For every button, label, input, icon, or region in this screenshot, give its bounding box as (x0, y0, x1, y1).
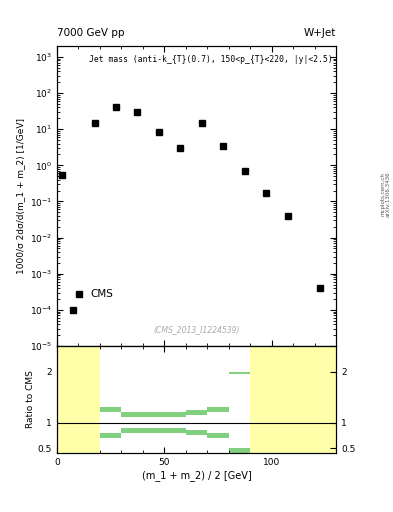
Bar (121, 417, 143, 428)
Bar (143, 417, 164, 428)
Bar (229, 374, 250, 448)
Text: W+Jet: W+Jet (304, 28, 336, 38)
Bar (272, 346, 293, 453)
Bar (57, 346, 79, 453)
Bar (229, 372, 250, 453)
Text: CMS: CMS (90, 289, 113, 298)
Bar (207, 407, 229, 438)
Bar (121, 417, 143, 428)
Bar (121, 412, 143, 433)
Text: 7000 GeV pp: 7000 GeV pp (57, 28, 125, 38)
Y-axis label: 1000/σ 2dσ/d(m_1 + m_2) [1/GeV]: 1000/σ 2dσ/d(m_1 + m_2) [1/GeV] (17, 118, 26, 274)
Bar (100, 412, 121, 433)
Y-axis label: Ratio to CMS: Ratio to CMS (26, 371, 35, 429)
Bar (250, 346, 272, 453)
Bar (164, 412, 186, 433)
Bar (293, 346, 314, 453)
Bar (79, 346, 100, 453)
Bar (57, 346, 79, 453)
Bar (207, 412, 229, 433)
Bar (229, 374, 250, 448)
Bar (100, 412, 121, 433)
Bar (164, 417, 186, 428)
Bar (100, 407, 121, 438)
Bar (186, 415, 207, 430)
Bar (143, 412, 164, 433)
Text: arXiv:1306.3436: arXiv:1306.3436 (386, 172, 391, 218)
Bar (272, 346, 293, 453)
Bar (314, 346, 336, 453)
Bar (293, 346, 314, 453)
Bar (143, 417, 164, 428)
Bar (186, 410, 207, 435)
Bar (250, 346, 272, 453)
Bar (207, 412, 229, 433)
X-axis label: (m_1 + m_2) / 2 [GeV]: (m_1 + m_2) / 2 [GeV] (141, 470, 252, 481)
Bar (314, 346, 336, 453)
Text: (CMS_2013_I1224539): (CMS_2013_I1224539) (153, 325, 240, 334)
Text: mcplots.cern.ch: mcplots.cern.ch (381, 173, 386, 217)
Bar (79, 346, 100, 453)
Bar (164, 417, 186, 428)
Bar (186, 415, 207, 430)
Text: Jet mass (anti-k_{T}(0.7), 150<p_{T}<220, |y|<2.5): Jet mass (anti-k_{T}(0.7), 150<p_{T}<220… (88, 55, 332, 64)
